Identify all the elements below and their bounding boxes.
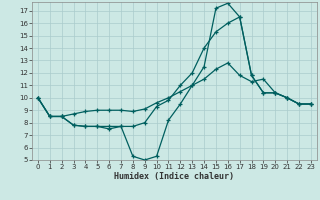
X-axis label: Humidex (Indice chaleur): Humidex (Indice chaleur) xyxy=(115,172,234,181)
